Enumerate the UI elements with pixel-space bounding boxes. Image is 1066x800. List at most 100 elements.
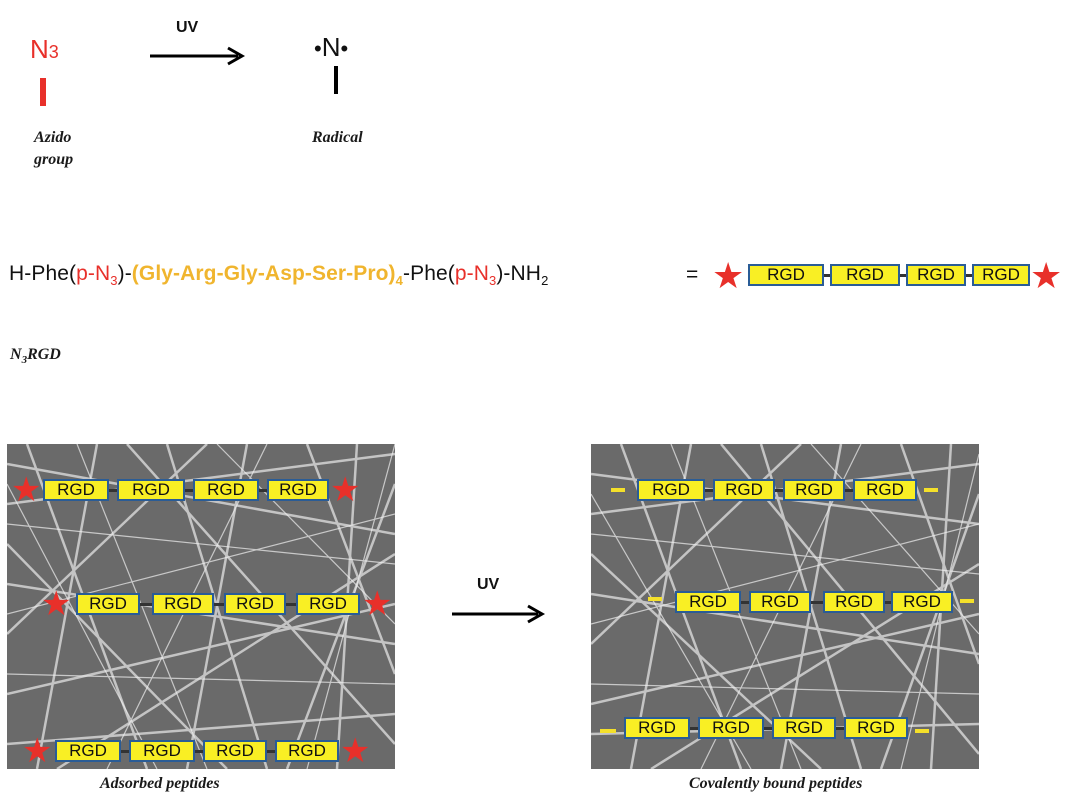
rgd-block: RGD: [891, 591, 953, 613]
rgd-block: RGD: [748, 264, 824, 286]
linker: [214, 603, 224, 606]
star-icon: ★: [11, 471, 42, 509]
linker: [885, 601, 891, 604]
formula-azide2-sub: 3: [489, 273, 497, 289]
bound-end: [648, 597, 662, 601]
rgd-block: RGD: [203, 740, 267, 762]
uv-label-top: UV: [176, 19, 199, 36]
rgd-block: RGD: [749, 591, 811, 613]
linker: [259, 489, 267, 492]
linker: [764, 727, 772, 730]
linker: [267, 750, 275, 753]
rgd-block: RGD: [76, 593, 140, 615]
formula-repeat: (Gly-Arg-Gly-Asp-Ser-Pro): [131, 262, 396, 285]
star-icon: ★: [362, 585, 393, 623]
rgd-block: RGD: [152, 593, 214, 615]
n3rgd-rest: RGD: [27, 346, 61, 363]
radical-bond: [334, 66, 338, 94]
rgd-block: RGD: [296, 593, 360, 615]
radical-dot-right: •: [340, 36, 349, 61]
azido-caption-line1: Azido: [34, 129, 72, 146]
equals-sign: =: [686, 263, 699, 286]
linker: [900, 274, 906, 277]
rgd-block: RGD: [823, 591, 885, 613]
bound-end: [600, 729, 616, 733]
linker: [966, 274, 972, 277]
star-icon: ★: [340, 732, 371, 770]
formula-nh2-sub: 2: [541, 273, 549, 289]
linker: [845, 489, 853, 492]
radical-dot-left: •: [314, 36, 322, 61]
n3rgd-label: N3RGD: [10, 346, 61, 366]
rgd-block: RGD: [624, 717, 690, 739]
azido-symbol: N3: [30, 34, 59, 65]
formula-part5: -Phe(: [403, 262, 455, 285]
rgd-block: RGD: [972, 264, 1030, 286]
linker: [690, 727, 698, 730]
linker: [195, 750, 203, 753]
bound-end: [960, 599, 974, 603]
formula-part3: )-: [117, 262, 132, 285]
azido-subscript: 3: [48, 42, 59, 62]
star-icon: ★: [1030, 255, 1063, 296]
azido-bond: [40, 78, 46, 106]
bound-end: [915, 729, 929, 733]
caption-adsorbed: Adsorbed peptides: [100, 775, 220, 792]
bound-end: [924, 488, 938, 492]
linker: [775, 489, 783, 492]
rgd-block: RGD: [193, 479, 259, 501]
star-icon: ★: [41, 585, 72, 623]
radical-symbol: •N•: [314, 32, 348, 63]
star-icon: ★: [22, 732, 53, 770]
linker: [121, 750, 129, 753]
bound-end: [611, 488, 625, 492]
caption-covalent: Covalently bound peptides: [689, 775, 863, 792]
linker: [286, 603, 296, 606]
linker: [140, 603, 152, 606]
rgd-block: RGD: [117, 479, 185, 501]
peptide-formula: H-Phe(p-N3)-(Gly-Arg-Gly-Asp-Ser-Pro)4-P…: [9, 262, 548, 288]
rgd-block: RGD: [853, 479, 917, 501]
linker: [824, 274, 830, 277]
rgd-block: RGD: [224, 593, 286, 615]
rgd-block: RGD: [129, 740, 195, 762]
peptide-schematic-top: ★ RGD RGD RGD RGD ★: [712, 256, 1062, 296]
star-icon: ★: [330, 471, 361, 509]
reaction-arrow-top: [150, 46, 246, 66]
formula-azide1: p-N: [76, 262, 111, 285]
rgd-block: RGD: [698, 717, 764, 739]
rgd-block: RGD: [830, 264, 900, 286]
azido-caption-line2: group: [34, 151, 74, 168]
formula-repeat-sub: 4: [395, 273, 403, 289]
uv-label-bottom: UV: [477, 576, 500, 593]
star-icon: ★: [712, 255, 745, 296]
rgd-block: RGD: [783, 479, 845, 501]
rgd-block: RGD: [275, 740, 339, 762]
formula-azide2: p-N: [454, 262, 489, 285]
linker: [741, 601, 749, 604]
reaction-arrow-bottom: [452, 604, 546, 624]
formula-azide1-sub: 3: [110, 273, 118, 289]
radical-caption: Radical: [312, 129, 363, 146]
rgd-block: RGD: [637, 479, 705, 501]
azido-n: N: [30, 34, 49, 64]
linker: [705, 489, 713, 492]
n3rgd-sub: 3: [21, 354, 28, 367]
rgd-block: RGD: [844, 717, 908, 739]
formula-part7: )-NH: [496, 262, 542, 285]
rgd-block: RGD: [772, 717, 836, 739]
linker: [109, 489, 117, 492]
rgd-block: RGD: [267, 479, 329, 501]
radical-n: N: [321, 32, 341, 62]
azido-caption: Azido group: [34, 127, 73, 171]
rgd-block: RGD: [43, 479, 109, 501]
n3rgd-n: N: [10, 346, 22, 363]
linker: [836, 727, 844, 730]
linker: [811, 601, 823, 604]
formula-part1: H-Phe(: [9, 262, 77, 285]
rgd-block: RGD: [675, 591, 741, 613]
linker: [185, 489, 193, 492]
rgd-block: RGD: [713, 479, 775, 501]
rgd-block: RGD: [906, 264, 966, 286]
rgd-block: RGD: [55, 740, 121, 762]
